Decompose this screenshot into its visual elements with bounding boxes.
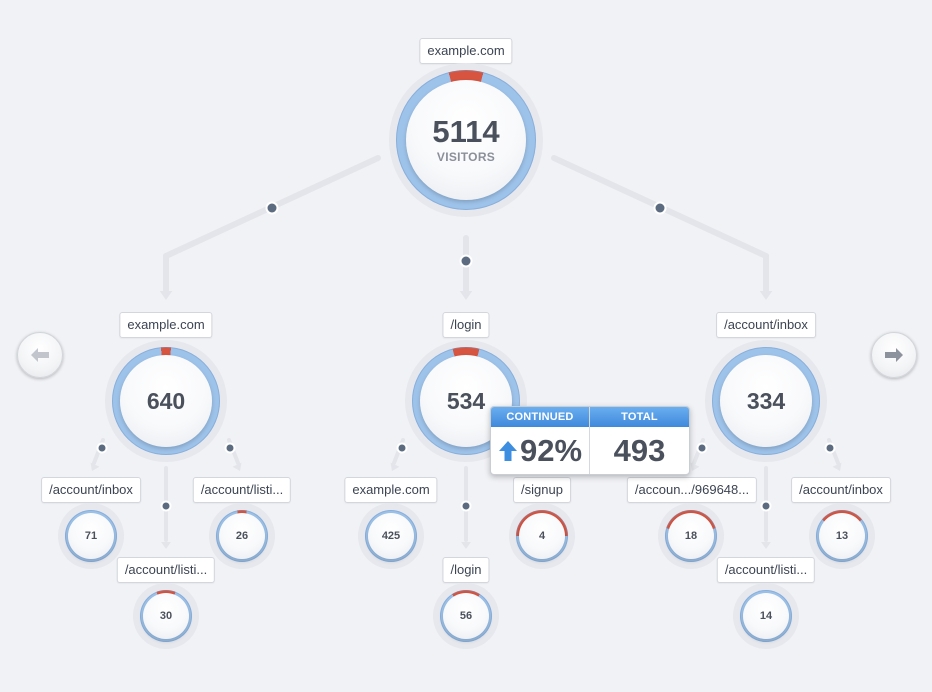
node-value: 534: [446, 387, 486, 414]
connector-arrowhead: [461, 542, 471, 549]
connector-arrowhead: [759, 291, 773, 300]
node-value: 14: [759, 609, 773, 622]
connector-arrowhead: [159, 291, 173, 300]
level2-node-ring-face: 26: [219, 513, 265, 559]
node-value: 18: [684, 529, 698, 542]
level2-node-ring-face: 13: [819, 513, 865, 559]
continued-value-box: 92%: [491, 427, 589, 474]
node-value: 640: [146, 387, 186, 414]
stats-tooltip: CONTINUED 92% TOTAL 493: [490, 406, 690, 475]
connector-dot: [461, 256, 471, 266]
node-value: 4: [538, 529, 546, 542]
total-header: TOTAL: [590, 407, 689, 427]
prev-button[interactable]: [17, 332, 63, 378]
connector-arrowhead: [161, 542, 171, 549]
node-label[interactable]: /login: [442, 557, 490, 583]
node-label[interactable]: /account/inbox: [791, 477, 891, 503]
connector-dot: [98, 444, 106, 452]
node-value: 30: [159, 609, 173, 622]
level2-node-ring-face: 30: [143, 593, 189, 639]
level2-node-ring-face: 56: [443, 593, 489, 639]
connector-dot: [462, 502, 470, 510]
connector-dot: [398, 444, 406, 452]
next-button[interactable]: [871, 332, 917, 378]
arrow-up-icon: [498, 440, 517, 461]
level2-node-ring-face: 4: [519, 513, 565, 559]
continued-value: 92%: [519, 432, 583, 468]
node-label[interactable]: /signup: [513, 477, 571, 503]
node-value: 56: [459, 609, 473, 622]
node-value: 26: [235, 529, 249, 542]
arrow-left-icon: [31, 348, 49, 362]
connector-arrowhead: [232, 462, 242, 471]
connector-dot: [655, 203, 665, 213]
node-label[interactable]: example.com: [119, 312, 213, 338]
connector-dot: [762, 502, 770, 510]
connector-arrowhead: [832, 462, 842, 471]
level2-node-ring-face: 425: [368, 513, 414, 559]
node-label[interactable]: /account/listi...: [116, 557, 216, 583]
level1-node-ring-face: 334: [720, 355, 812, 447]
node-value: 425: [381, 529, 401, 542]
connector-arrowhead: [90, 462, 100, 471]
node-value: 13: [835, 529, 849, 542]
connector-arrowhead: [459, 291, 473, 300]
connector-dot: [826, 444, 834, 452]
arrow-right-icon: [885, 348, 903, 362]
node-label[interactable]: /account/listi...: [716, 557, 816, 583]
continued-header: CONTINUED: [491, 407, 589, 427]
node-value: 71: [84, 529, 98, 542]
connector-arrowhead: [390, 462, 400, 471]
connector-arrowhead: [690, 462, 700, 471]
connector-dot: [162, 502, 170, 510]
node-value: 334: [746, 387, 786, 414]
node-sublabel: VISITORS: [436, 150, 496, 164]
node-label[interactable]: example.com: [344, 477, 438, 503]
node-label[interactable]: /login: [442, 312, 490, 338]
node-label[interactable]: /account/listi...: [192, 477, 292, 503]
continued-column: CONTINUED 92%: [491, 407, 590, 474]
level1-node-ring-face: 640: [120, 355, 212, 447]
total-value: 493: [613, 432, 666, 468]
root-node-label[interactable]: example.com: [419, 38, 513, 64]
connector-dot: [226, 444, 234, 452]
total-column: TOTAL 493: [590, 407, 689, 474]
node-label[interactable]: /account/inbox: [716, 312, 816, 338]
connector-dot: [267, 203, 277, 213]
node-value: 5114: [432, 114, 500, 149]
level2-node-ring-face: 71: [68, 513, 114, 559]
connector-dot: [698, 444, 706, 452]
node-label[interactable]: /account/inbox: [41, 477, 141, 503]
root-node-ring-face: 5114 VISITORS: [406, 80, 526, 200]
connector-arrowhead: [761, 542, 771, 549]
level2-node-ring-face: 14: [743, 593, 789, 639]
level2-node-ring-face: 18: [668, 513, 714, 559]
node-label[interactable]: /accoun.../969648...: [626, 477, 758, 503]
